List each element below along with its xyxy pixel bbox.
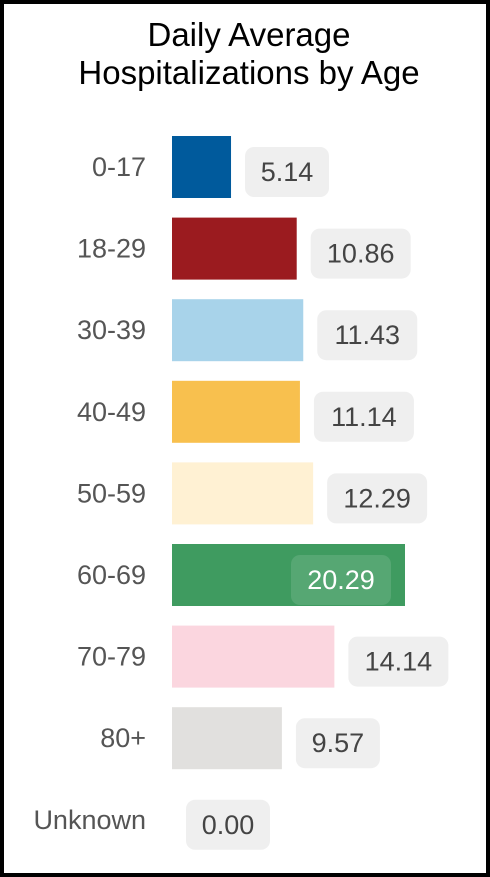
chart-title-line-1: Daily Average <box>147 16 351 53</box>
bar <box>172 462 314 525</box>
value-label: 20.29 <box>307 565 375 595</box>
category-label: 50-59 <box>77 478 146 508</box>
bar <box>172 380 300 443</box>
category-label: 70-79 <box>77 642 146 672</box>
category-label: 40-49 <box>77 397 146 427</box>
chart-title: Daily Average Hospitalizations by Age <box>4 16 490 92</box>
category-label: Unknown <box>33 805 146 835</box>
category-label: 0-17 <box>92 152 146 182</box>
bar <box>172 217 297 280</box>
chart-title-line-2: Hospitalizations by Age <box>78 54 420 91</box>
bar <box>172 625 335 688</box>
category-label: 30-39 <box>77 315 146 345</box>
category-label: 80+ <box>100 723 146 753</box>
value-label-background <box>327 473 428 524</box>
value-label-background <box>186 799 270 850</box>
value-label-background <box>245 147 330 197</box>
bar <box>172 136 232 198</box>
category-label: 60-69 <box>77 560 146 590</box>
value-label: 12.29 <box>343 483 411 513</box>
bar <box>172 707 282 770</box>
value-label: 11.43 <box>334 320 400 350</box>
value-label-background <box>295 718 380 769</box>
value-label: 10.86 <box>327 239 395 269</box>
bar <box>172 544 405 606</box>
value-label: 11.14 <box>331 402 397 432</box>
value-label-background <box>348 636 449 687</box>
value-label-background <box>317 310 418 361</box>
bar <box>172 299 304 362</box>
category-label: 18-29 <box>77 234 146 264</box>
value-label: 0.00 <box>202 810 255 840</box>
value-label-background <box>313 391 414 442</box>
value-label: 9.57 <box>312 728 365 758</box>
value-label: 5.14 <box>261 157 314 187</box>
value-label-background <box>310 228 411 279</box>
value-label: 14.14 <box>365 647 433 677</box>
value-label-background <box>291 555 391 605</box>
